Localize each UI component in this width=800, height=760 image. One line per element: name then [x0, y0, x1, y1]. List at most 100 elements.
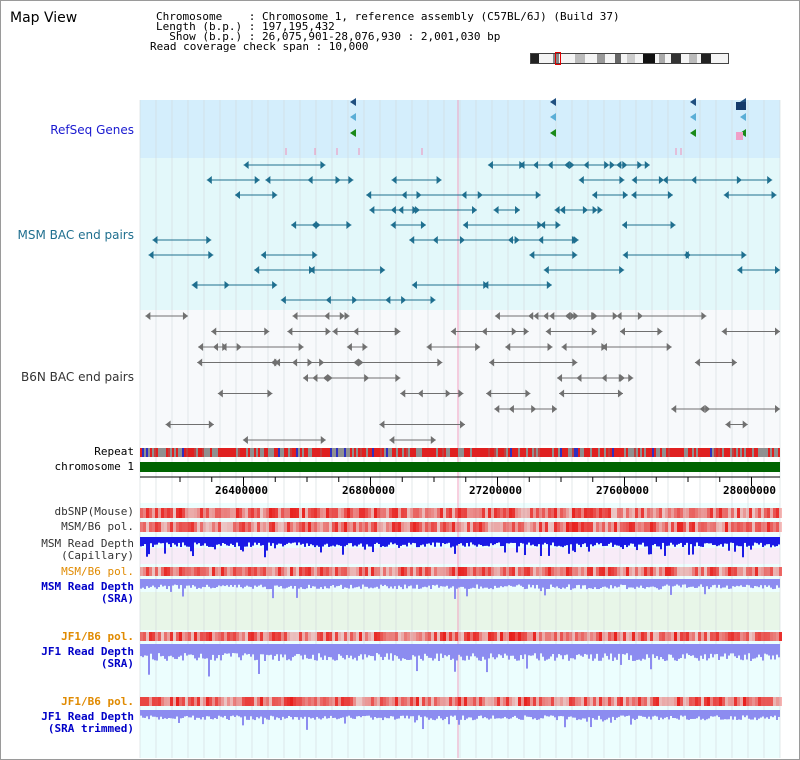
capillary-depth-bar	[414, 537, 416, 544]
jf1-sra-depth-bar	[260, 644, 262, 655]
capillary-depth-bar	[152, 537, 154, 548]
jf1-trim-depth-bar	[402, 710, 404, 716]
msm-pol2-cell	[521, 567, 524, 576]
track-label-msm-depth-capillary[interactable]: MSM Read Depth	[41, 537, 134, 550]
track-label-msm-b6-pol-2[interactable]: MSM/B6 pol.	[61, 565, 134, 578]
dbsnp-cell	[680, 508, 683, 518]
msm-sra-depth-bar	[556, 579, 558, 587]
jf1-trim-depth-bar	[708, 710, 710, 719]
track-label-jf1-pol-2[interactable]: JF1/B6 pol.	[61, 695, 134, 708]
repeat-segment	[768, 448, 770, 457]
jf1-pol-cell	[752, 632, 755, 641]
jf1-sra-depth-bar	[674, 644, 676, 661]
msm-pol2-cell	[335, 567, 338, 576]
capillary-depth-bar	[624, 537, 626, 545]
jf1-trim-depth-bar	[622, 710, 624, 716]
jf1-pol2-cell	[227, 697, 230, 706]
jf1-pol-cell	[248, 632, 251, 641]
repeat-segment	[522, 448, 524, 457]
capillary-depth-bar	[288, 537, 290, 543]
jf1-sra-depth-bar	[714, 644, 716, 655]
repeat-segment	[634, 448, 636, 457]
capillary-depth-bar	[492, 537, 494, 546]
jf1-trim-depth-bar	[514, 710, 516, 716]
track-label-dbsnp[interactable]: dbSNP(Mouse)	[54, 505, 134, 518]
msm-pol2-cell	[452, 567, 455, 576]
b6n-bac-end	[489, 358, 495, 367]
track-label-jf1-depth-trimmed[interactable]: JF1 Read Depth	[41, 710, 134, 723]
msm-pol2-cell	[488, 567, 491, 576]
jf1-trim-depth-bar	[428, 710, 430, 720]
jf1-trim-depth-bar	[410, 710, 412, 717]
track-label-chromosome[interactable]: chromosome 1	[54, 460, 134, 473]
track-label-msm-bac[interactable]: MSM BAC end pairs	[17, 228, 134, 242]
capillary-depth-bar	[372, 537, 374, 553]
jf1-pol2-cell	[329, 697, 332, 706]
repeat-segment	[726, 448, 728, 457]
track-label-refseq[interactable]: RefSeq Genes	[50, 123, 134, 137]
jf1-trim-depth-bar	[504, 710, 506, 717]
jf1-pol2-cell	[464, 697, 467, 706]
jf1-pol2-cell	[590, 697, 593, 706]
msm-bac-end	[538, 236, 544, 244]
msm-sra-depth-bar	[578, 579, 580, 585]
repeat-segment	[706, 448, 708, 457]
repeat-segment	[270, 448, 272, 457]
jf1-pol2-cell	[161, 697, 164, 706]
msm-bac-end	[631, 191, 637, 199]
track-label-repeat[interactable]: Repeat	[94, 445, 134, 458]
jf1-trim-depth-bar	[308, 710, 310, 718]
capillary-depth-bar	[660, 537, 662, 550]
jf1-trim-depth-bar	[478, 710, 480, 716]
dbsnp-cell	[266, 508, 269, 518]
b6n-bac-end	[362, 343, 368, 351]
msm-pol-cell	[209, 522, 212, 532]
msm-bac-end	[670, 221, 676, 229]
capillary-depth-bar	[236, 537, 238, 543]
jf1-trim-depth-bar	[642, 710, 644, 717]
jf1-sra-depth-bar	[426, 644, 428, 656]
jf1-trim-depth-bar	[288, 710, 290, 716]
msm-sra-depth-bar	[146, 579, 148, 587]
jf1-pol2-cell	[440, 697, 443, 706]
msm-sra-depth-bar	[510, 579, 512, 586]
msm-sra-depth-bar	[160, 579, 162, 585]
jf1-pol2-cell	[668, 697, 671, 706]
msm-pol2-cell	[227, 567, 230, 576]
jf1-trim-depth-bar	[298, 710, 300, 720]
jf1-pol-cell	[557, 632, 560, 641]
track-label-jf1-pol[interactable]: JF1/B6 pol.	[61, 630, 134, 643]
jf1-sra-depth-bar	[688, 644, 690, 655]
track-label-jf1-depth-sub: (SRA)	[100, 657, 134, 670]
jf1-trim-depth-bar	[544, 710, 546, 716]
jf1-trim-depth-bar	[526, 710, 528, 717]
msm-pol2-cell	[647, 567, 650, 576]
msm-sra-depth-bar	[490, 579, 492, 589]
msm-pol-cell	[638, 522, 641, 532]
msm-sra-depth-bar	[174, 579, 176, 585]
track-label-msm-depth-sra[interactable]: MSM Read Depth	[41, 580, 134, 593]
capillary-depth-bar	[538, 537, 540, 545]
jf1-pol2-cell	[584, 697, 587, 706]
msm-sra-depth-bar	[708, 579, 710, 590]
track-label-msm-b6-pol[interactable]: MSM/B6 pol.	[61, 520, 134, 533]
capillary-depth-bar	[174, 537, 176, 545]
jf1-trim-depth-bar	[694, 710, 696, 719]
track-label-b6n-bac[interactable]: B6N BAC end pairs	[21, 370, 134, 384]
capillary-depth-bar	[584, 537, 586, 544]
repeat-segment	[486, 448, 488, 457]
chromosome-ideogram[interactable]	[530, 52, 729, 65]
msm-sra-depth-bar	[660, 579, 662, 590]
msm-pol-cell	[704, 522, 707, 532]
msm-pol2-cell	[659, 567, 662, 576]
msm-pol2-cell	[362, 567, 365, 576]
jf1-pol-cell	[734, 632, 737, 641]
jf1-sra-depth-bar	[492, 644, 494, 658]
jf1-trim-depth-bar	[156, 710, 158, 718]
jf1-pol-cell	[671, 632, 674, 641]
msm-sra-depth-bar	[288, 579, 290, 587]
capillary-depth-bar	[310, 537, 312, 545]
jf1-sra-depth-bar	[376, 644, 378, 654]
track-label-jf1-depth[interactable]: JF1 Read Depth	[41, 645, 134, 658]
